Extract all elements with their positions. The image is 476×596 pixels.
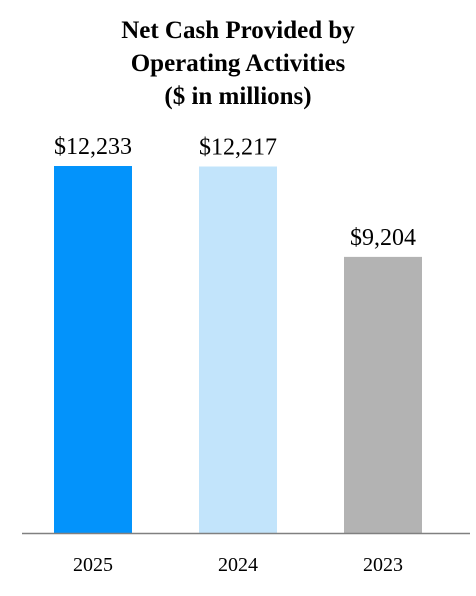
bar-value-label-2024: $12,217: [199, 134, 277, 160]
bar-2023: [344, 256, 422, 533]
x-tick-label-2025: 2025: [73, 554, 113, 576]
chart-title-line-2: Operating Activities: [130, 50, 346, 77]
bar-value-label-2023: $9,204: [350, 225, 416, 251]
chart-title: Net Cash Provided by Operating Activitie…: [0, 14, 476, 113]
x-tick-label-2024: 2024: [218, 554, 258, 576]
chart-title-line-1: Net Cash Provided by: [121, 17, 355, 44]
bar-value-label-2025: $12,233: [54, 134, 132, 160]
bar-2025: [54, 166, 132, 533]
chart-title-line-3: ($ in millions): [164, 83, 312, 110]
x-tick-label-2023: 2023: [363, 554, 403, 576]
bar-2024: [199, 166, 277, 534]
